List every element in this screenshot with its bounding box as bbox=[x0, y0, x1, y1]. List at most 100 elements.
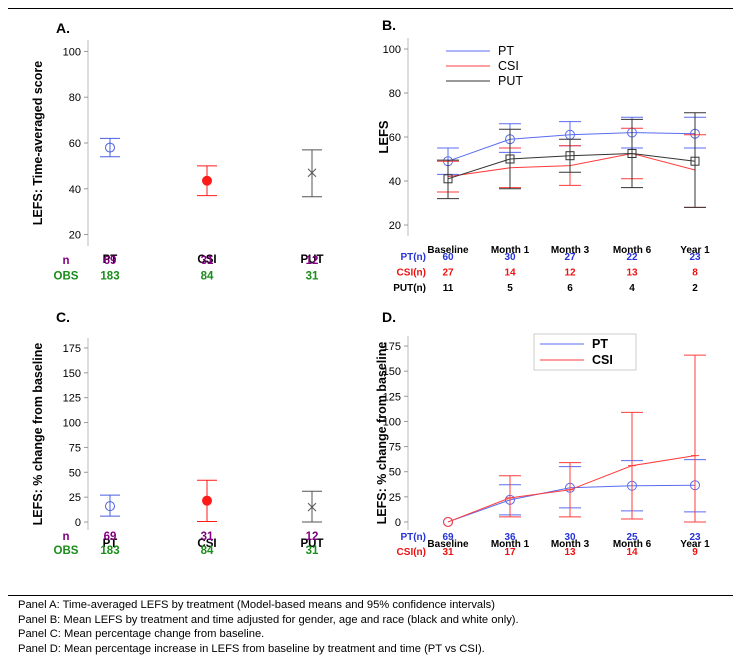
panel-a-y-tick-label: 40 bbox=[69, 184, 81, 196]
panel-a-table-cell: 12 bbox=[306, 255, 319, 267]
panel-b-table-cell: 12 bbox=[564, 268, 576, 279]
panel-b-table-cell: 13 bbox=[626, 268, 638, 279]
panel-d-x-tick-label: Month 6 bbox=[613, 539, 652, 550]
panel-d-error-bar-csi bbox=[684, 354, 706, 523]
panel-c-y-tick-label: 0 bbox=[75, 517, 81, 529]
panel-c-point-marker bbox=[202, 495, 212, 506]
panel-b-legend-label-csi: CSI bbox=[498, 59, 519, 73]
panel-d-table-cell: 14 bbox=[626, 547, 638, 558]
panel-d-point-csi-marker bbox=[628, 461, 636, 470]
panel-d-point-csi-marker bbox=[566, 485, 574, 494]
panel-a-table-cell: 84 bbox=[201, 271, 214, 283]
panel-a-table-cell: 183 bbox=[100, 271, 119, 283]
panel-d-table-row-label: PT(n) bbox=[400, 532, 426, 543]
panel-c-title: C. bbox=[56, 309, 70, 325]
panel-c-y-tick-label: 175 bbox=[63, 343, 81, 355]
panel-a-y-tick-label: 100 bbox=[63, 46, 81, 58]
panel-d-title: D. bbox=[382, 309, 396, 325]
panel-c-y-tick-label: 75 bbox=[69, 442, 81, 454]
panel-b-y-tick-label: 20 bbox=[389, 220, 401, 232]
panel-c-y-tick-label: 125 bbox=[63, 393, 81, 405]
panel-b-table-cell: 23 bbox=[689, 252, 701, 263]
panel-c-x-tick-label: PT bbox=[103, 538, 118, 550]
panel-a-table-cell: 31 bbox=[306, 271, 319, 283]
panel-b-series-line-put bbox=[447, 152, 696, 180]
panel-d-y-tick-label: 150 bbox=[383, 366, 401, 378]
panel-b-title: B. bbox=[382, 17, 396, 33]
panel-b-y-tick-label: 60 bbox=[389, 132, 401, 144]
panel-a-error-bar bbox=[100, 137, 120, 158]
panel-b-y-label: LEFS bbox=[376, 120, 391, 154]
panel-b-y-tick-label: 40 bbox=[389, 176, 401, 188]
panel-d-legend-box bbox=[533, 333, 637, 371]
panel-d-table-cell: 13 bbox=[564, 547, 576, 558]
panel-c-point-marker bbox=[307, 502, 317, 512]
panel-b-table-cell: 5 bbox=[507, 283, 513, 294]
panel-b-x-tick-label: Month 3 bbox=[551, 245, 590, 256]
panel-d-point-csi-marker bbox=[691, 451, 699, 460]
caption-rule bbox=[8, 595, 733, 596]
panel-d-table-cell: 25 bbox=[626, 532, 638, 543]
panel-a-y-tick-label: 20 bbox=[69, 230, 81, 242]
panel-a-y-label: LEFS: Time-averaged score bbox=[31, 61, 45, 225]
panel-d-table-cell: 69 bbox=[442, 532, 454, 543]
panel-d-table-cell: 23 bbox=[689, 532, 701, 543]
panel-d-table-row-label: CSI(n) bbox=[397, 547, 426, 558]
panel-d-x-tick-label: Month 3 bbox=[551, 539, 590, 550]
panel-d-table-cell: 9 bbox=[692, 547, 698, 558]
panel-c-table-cell: 31 bbox=[201, 531, 214, 543]
panel-b-x-tick-label: Month 6 bbox=[613, 245, 652, 256]
panel-a-x-tick-label: CSI bbox=[197, 254, 216, 266]
panel-b-error-bar-put bbox=[499, 128, 521, 190]
panel-d-x-tick-label: Baseline bbox=[427, 539, 469, 550]
panel-c-table-cell: 183 bbox=[100, 545, 119, 557]
panel-d-table-cell: 31 bbox=[442, 547, 454, 558]
panel-d-y-label: LEFS: % change from baseline bbox=[375, 342, 389, 525]
panel-b-table-cell: 8 bbox=[692, 268, 698, 279]
panel-a-x-tick-label: PT bbox=[103, 254, 118, 266]
panel-c-y-tick-label: 100 bbox=[63, 418, 81, 430]
panel-a-table-cell: 69 bbox=[104, 255, 117, 267]
panel-a-y-tick-label: 80 bbox=[69, 92, 81, 104]
panel-d-series-line-csi bbox=[447, 455, 696, 523]
panel-b-x-tick-label: Month 1 bbox=[491, 245, 530, 256]
panel-a-y-tick-label: 60 bbox=[69, 138, 81, 150]
panel-b-point-put-marker bbox=[505, 154, 515, 164]
panel-b-legend-label-pt: PT bbox=[498, 44, 514, 58]
panel-c-error-bar bbox=[100, 494, 120, 517]
panel-b-x-tick-label: Baseline bbox=[427, 245, 469, 256]
panel-c: C. 0 25 50 75 100 125 150 175 LEFS: % change from… bbox=[31, 309, 324, 557]
panel-c-table-cell: 12 bbox=[306, 531, 319, 543]
panel-b-error-bar-put bbox=[559, 138, 581, 173]
panel-d-x-tick-label: Year 1 bbox=[680, 539, 710, 550]
panel-b-error-bar-put bbox=[621, 118, 643, 189]
panel-d-table-cell: 17 bbox=[504, 547, 516, 558]
panel-b-table-row-label: PT(n) bbox=[400, 252, 426, 263]
panel-b-point-put-marker bbox=[443, 174, 453, 184]
panel-b-table-cell: 60 bbox=[442, 252, 454, 263]
panel-b-y-tick-label: 100 bbox=[383, 44, 401, 56]
panel-d-y-tick-label: 50 bbox=[389, 467, 401, 479]
caption-line-d: Panel D: Mean percentage increase in LEF… bbox=[18, 642, 485, 655]
panel-a: A. 20 40 60 80 100 LEFS: Time-averaged score PT… bbox=[31, 20, 324, 283]
panel-b-table-cell: 27 bbox=[564, 252, 576, 263]
panel-d-point-csi-marker bbox=[443, 516, 453, 527]
panel-c-y-label: LEFS: % change from baseline bbox=[31, 343, 45, 526]
panel-b-error-bar-put bbox=[684, 112, 706, 208]
caption-line-c: Panel C: Mean percentage change from bas… bbox=[18, 628, 265, 641]
panel-a-point-marker bbox=[307, 168, 317, 178]
panel-b-table-cell: 4 bbox=[629, 283, 635, 294]
panel-d-y-tick-label: 100 bbox=[383, 416, 401, 428]
panel-d-y-tick-label: 75 bbox=[389, 442, 401, 454]
panel-c-y-tick-label: 150 bbox=[63, 368, 81, 380]
panel-b-table-cell: 30 bbox=[504, 252, 516, 263]
panel-c-x-tick-label: PUT bbox=[301, 538, 324, 550]
panel-b-table-cell: 11 bbox=[443, 283, 454, 294]
panel-b: B. 20 40 60 80 100 LEFS Baseline Month 1 Month 3 M… bbox=[376, 17, 710, 294]
panel-d-table-cell: 30 bbox=[564, 532, 576, 543]
caption-line-b: Panel B: Mean LEFS by treatment and time… bbox=[18, 613, 519, 626]
panel-c-table-cell: 69 bbox=[104, 531, 117, 543]
